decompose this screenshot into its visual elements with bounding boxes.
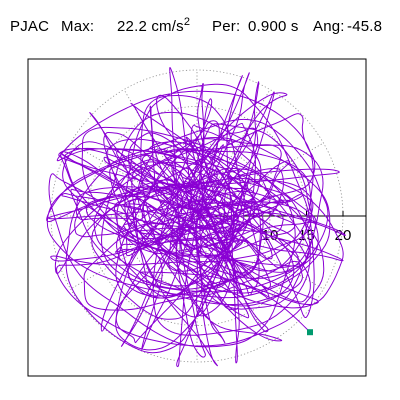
motion-trace (46, 67, 346, 368)
angle-label: Ang: (313, 18, 345, 35)
max-point-marker (307, 329, 313, 336)
station-code: PJAC (10, 18, 50, 35)
radial-tick-label: 15 (298, 227, 315, 244)
max-label: Max: (61, 18, 95, 35)
angle-value: -45.8 (347, 18, 383, 35)
period-label: Per: (212, 18, 241, 35)
plot-header: PJAC Max: 22.2 cm/s2 Per: 0.900 s Ang: -… (10, 10, 395, 35)
grid-spoke (196, 215, 324, 290)
period-value: 0.900 s (248, 18, 299, 35)
max-value-number: 22.2 cm/s (117, 18, 184, 35)
plot-frame (27, 58, 367, 377)
max-value-exponent: 2 (183, 16, 191, 28)
max-value: 22.2 cm/s2 (117, 16, 191, 35)
